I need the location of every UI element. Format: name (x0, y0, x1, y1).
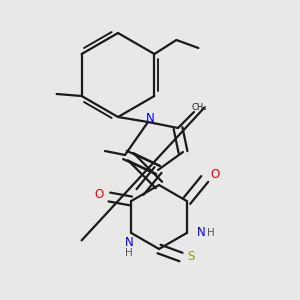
Text: O: O (95, 188, 104, 202)
Text: N: N (125, 236, 134, 250)
Text: N: N (146, 112, 154, 124)
Text: O: O (210, 169, 219, 182)
Text: CH₃: CH₃ (191, 103, 207, 112)
Text: H: H (125, 248, 133, 258)
Text: S: S (187, 250, 195, 263)
Text: H: H (207, 228, 214, 238)
Text: N: N (197, 226, 206, 239)
